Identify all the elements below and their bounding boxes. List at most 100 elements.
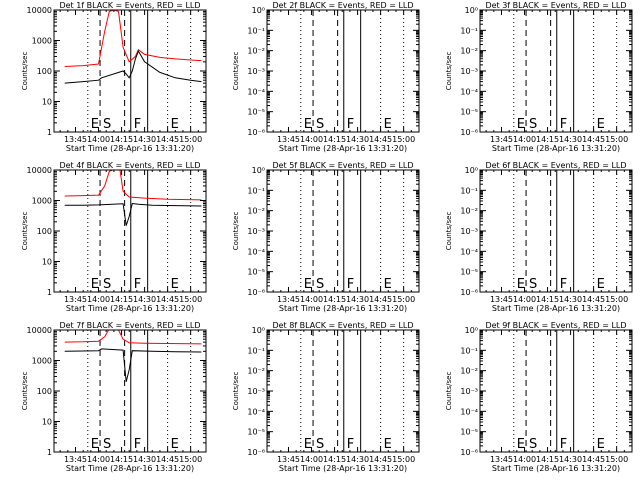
- marker-label-e: E: [304, 277, 312, 292]
- x-tick-label: 14:45: [156, 295, 179, 304]
- x-axis-label: Start Time (28-Apr-16 13:31:20): [279, 304, 407, 313]
- events-series-line: [64, 348, 202, 382]
- marker-label-e: E: [517, 437, 525, 452]
- x-tick-label: 14:15: [110, 135, 133, 144]
- plot-frame: [479, 9, 633, 133]
- x-tick-label: 14:00: [87, 455, 110, 464]
- y-tick-label: 10⁻³: [247, 227, 265, 236]
- marker-label-e: E: [91, 437, 99, 452]
- x-tick-label: 14:15: [323, 135, 346, 144]
- plot-frame: [266, 169, 420, 293]
- y-axis-label: Counts/sec: [232, 212, 240, 251]
- y-tick-label: 10: [42, 258, 52, 267]
- x-tick-label: 14:30: [133, 455, 156, 464]
- x-tick-label: 13:45: [277, 135, 300, 144]
- x-axis-label: Start Time (28-Apr-16 13:31:20): [279, 464, 407, 473]
- y-tick-label: 10⁰: [252, 6, 265, 15]
- y-tick-label: 10⁻²: [460, 47, 478, 56]
- plot-frame: [53, 169, 207, 293]
- y-tick-label: 10⁻⁵: [460, 268, 478, 277]
- x-tick-label: 15:00: [392, 295, 415, 304]
- marker-label-f: F: [560, 277, 567, 292]
- y-tick-label: 10⁻⁴: [247, 407, 265, 416]
- y-axis-label: Counts/sec: [445, 212, 453, 251]
- marker-label-s: S: [316, 437, 324, 452]
- x-tick-label: 14:15: [536, 455, 559, 464]
- x-tick-label: 13:45: [490, 295, 513, 304]
- marker-label-f: F: [347, 117, 354, 132]
- chart-title: Det 5f BLACK = Events, RED = LLD: [272, 161, 413, 170]
- plot-frame: [53, 329, 207, 453]
- y-tick-label: 10: [42, 98, 52, 107]
- x-tick-label: 13:45: [64, 455, 87, 464]
- x-tick-label: 15:00: [179, 295, 202, 304]
- x-tick-label: 14:15: [110, 295, 133, 304]
- y-tick-label: 10⁻⁵: [247, 108, 265, 117]
- marker-label-s: S: [316, 277, 324, 292]
- chart-title: Det 1f BLACK = Events, RED = LLD: [59, 1, 200, 10]
- marker-label-s: S: [529, 277, 537, 292]
- x-tick-label: 14:00: [513, 135, 536, 144]
- y-tick-label: 10⁰: [252, 326, 265, 335]
- y-tick-label: 10⁻¹: [247, 186, 265, 195]
- x-tick-label: 14:30: [559, 455, 582, 464]
- y-tick-label: 10⁻³: [460, 387, 478, 396]
- x-tick-label: 14:30: [133, 135, 156, 144]
- x-tick-label: 13:45: [64, 295, 87, 304]
- marker-label-f: F: [347, 437, 354, 452]
- y-tick-label: 1000: [32, 37, 52, 46]
- x-tick-label: 13:45: [277, 295, 300, 304]
- y-tick-label: 10000: [27, 6, 52, 15]
- y-axis-label: Counts/sec: [445, 52, 453, 91]
- x-tick-label: 15:00: [605, 135, 628, 144]
- y-tick-label: 10⁻⁶: [460, 288, 478, 297]
- y-tick-label: 10000: [27, 166, 52, 175]
- y-tick-label: 10⁰: [465, 166, 478, 175]
- marker-label-f: F: [134, 117, 141, 132]
- x-axis-label: Start Time (28-Apr-16 13:31:20): [492, 464, 620, 473]
- y-tick-label: 10⁻⁴: [460, 247, 478, 256]
- x-tick-label: 14:00: [87, 135, 110, 144]
- x-tick-label: 14:00: [87, 295, 110, 304]
- x-tick-label: 14:45: [582, 295, 605, 304]
- y-tick-label: 10⁻¹: [460, 186, 478, 195]
- plot-frame: [53, 9, 207, 133]
- y-tick-label: 1000: [32, 357, 52, 366]
- marker-label-s: S: [103, 277, 111, 292]
- plot-frame: [266, 329, 420, 453]
- x-tick-label: 14:00: [300, 455, 323, 464]
- lld-series-line: [64, 330, 202, 345]
- marker-label-e: E: [171, 277, 179, 292]
- marker-label-f: F: [134, 277, 141, 292]
- y-tick-label: 10⁰: [465, 326, 478, 335]
- marker-label-e: E: [304, 117, 312, 132]
- marker-label-e: E: [171, 437, 179, 452]
- x-tick-label: 14:30: [346, 135, 369, 144]
- x-tick-label: 15:00: [605, 455, 628, 464]
- marker-label-s: S: [103, 437, 111, 452]
- y-tick-label: 10⁻⁶: [247, 288, 265, 297]
- x-tick-label: 13:45: [490, 455, 513, 464]
- marker-label-s: S: [529, 437, 537, 452]
- x-tick-label: 14:30: [559, 135, 582, 144]
- y-tick-label: 10⁻¹: [247, 346, 265, 355]
- x-tick-label: 14:15: [110, 455, 133, 464]
- x-tick-label: 15:00: [392, 135, 415, 144]
- y-tick-label: 10⁻⁴: [247, 247, 265, 256]
- y-tick-label: 10⁻⁶: [460, 448, 478, 457]
- x-tick-label: 14:30: [346, 295, 369, 304]
- y-tick-label: 10⁻²: [247, 207, 265, 216]
- x-tick-label: 14:30: [133, 295, 156, 304]
- x-tick-label: 14:45: [156, 455, 179, 464]
- y-tick-label: 10⁻¹: [460, 26, 478, 35]
- marker-label-f: F: [560, 117, 567, 132]
- x-tick-label: 14:45: [156, 135, 179, 144]
- x-tick-label: 14:30: [346, 455, 369, 464]
- marker-label-e: E: [91, 277, 99, 292]
- marker-label-e: E: [597, 277, 605, 292]
